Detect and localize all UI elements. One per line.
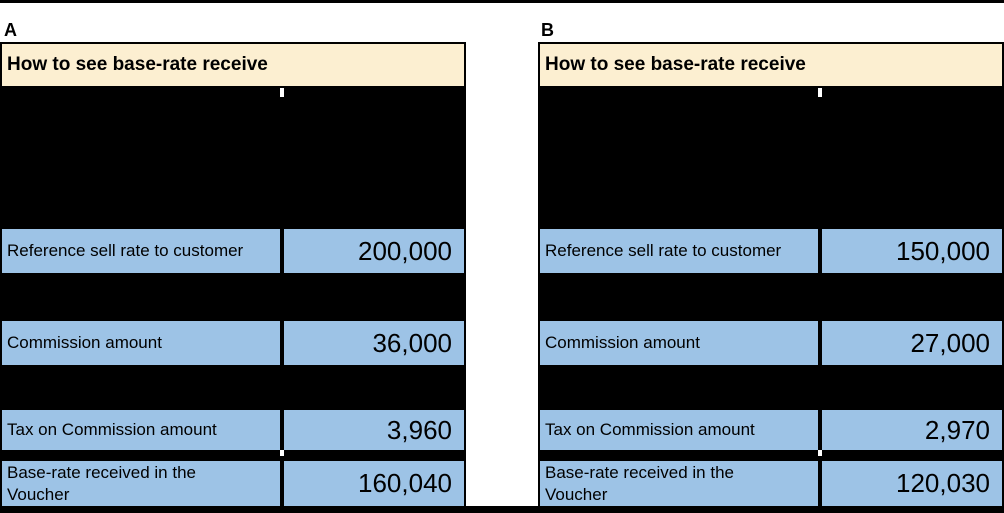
label-cell[interactable]: Commission amount — [2, 321, 280, 365]
table-row-reference-sell-rate: Reference sell rate to customer 150,000 — [538, 229, 1004, 273]
label-cell[interactable]: Commission amount — [540, 321, 818, 365]
row-value: 3,960 — [386, 414, 452, 445]
table-b-corner-label: B — [541, 20, 554, 40]
table-b: How to see base-rate receive Reference s… — [538, 42, 1004, 506]
label-cell[interactable]: Reference sell rate to customer — [2, 229, 280, 273]
row-value: 160,040 — [358, 468, 452, 498]
value-cell[interactable]: 27,000 — [822, 321, 1002, 365]
table-a: How to see base-rate receive Reference s… — [0, 42, 466, 506]
table-row-commission-amount: Commission amount 36,000 — [0, 321, 466, 365]
table-row-reference-sell-rate: Reference sell rate to customer 200,000 — [0, 229, 466, 273]
value-cell[interactable]: 120,030 — [822, 461, 1002, 506]
label-cell[interactable]: Tax on Commission amount — [540, 410, 818, 450]
row-label: Reference sell rate to customer — [545, 241, 782, 261]
label-cell[interactable]: Tax on Commission amount — [2, 410, 280, 450]
value-cell[interactable]: 3,960 — [284, 410, 464, 450]
row-value: 150,000 — [896, 235, 990, 266]
cell-border-tick — [280, 88, 284, 97]
row-label: Base-rate received in the Voucher — [545, 463, 734, 504]
label-cell[interactable]: Reference sell rate to customer — [540, 229, 818, 273]
table-a-header-cell[interactable]: How to see base-rate receive — [0, 42, 466, 88]
row-label: Reference sell rate to customer — [7, 241, 244, 261]
row-value: 2,970 — [924, 414, 990, 445]
table-row-base-rate-received: Base-rate received in the Voucher 160,04… — [0, 461, 466, 506]
row-value: 200,000 — [358, 235, 452, 266]
table-a-header-text: How to see base-rate receive — [7, 54, 268, 75]
row-label: Commission amount — [545, 333, 700, 353]
label-cell[interactable]: Base-rate received in the Voucher — [2, 461, 280, 506]
table-b-header-cell[interactable]: How to see base-rate receive — [538, 42, 1004, 88]
value-cell[interactable]: 160,040 — [284, 461, 464, 506]
value-cell[interactable]: 150,000 — [822, 229, 1002, 273]
table-a-corner-label: A — [4, 20, 17, 40]
cell-border-tick — [818, 450, 822, 456]
table-row-tax-on-commission: Tax on Commission amount 3,960 — [0, 410, 466, 450]
row-value: 120,030 — [896, 468, 990, 498]
row-value: 27,000 — [910, 327, 990, 358]
cell-border-tick — [818, 88, 822, 97]
bottom-border-line — [0, 506, 1004, 513]
label-cell[interactable]: Base-rate received in the Voucher — [540, 461, 818, 506]
value-cell[interactable]: 200,000 — [284, 229, 464, 273]
cell-border-tick — [280, 450, 284, 456]
row-label: Base-rate received in the Voucher — [7, 463, 196, 504]
value-cell[interactable]: 2,970 — [822, 410, 1002, 450]
table-row-tax-on-commission: Tax on Commission amount 2,970 — [538, 410, 1004, 450]
row-value: 36,000 — [372, 327, 452, 358]
row-label: Commission amount — [7, 333, 162, 353]
row-label: Tax on Commission amount — [7, 420, 217, 440]
table-b-header-text: How to see base-rate receive — [545, 54, 806, 75]
table-row-commission-amount: Commission amount 27,000 — [538, 321, 1004, 365]
row-label: Tax on Commission amount — [545, 420, 755, 440]
top-border-line — [0, 0, 1004, 3]
table-row-base-rate-received: Base-rate received in the Voucher 120,03… — [538, 461, 1004, 506]
value-cell[interactable]: 36,000 — [284, 321, 464, 365]
